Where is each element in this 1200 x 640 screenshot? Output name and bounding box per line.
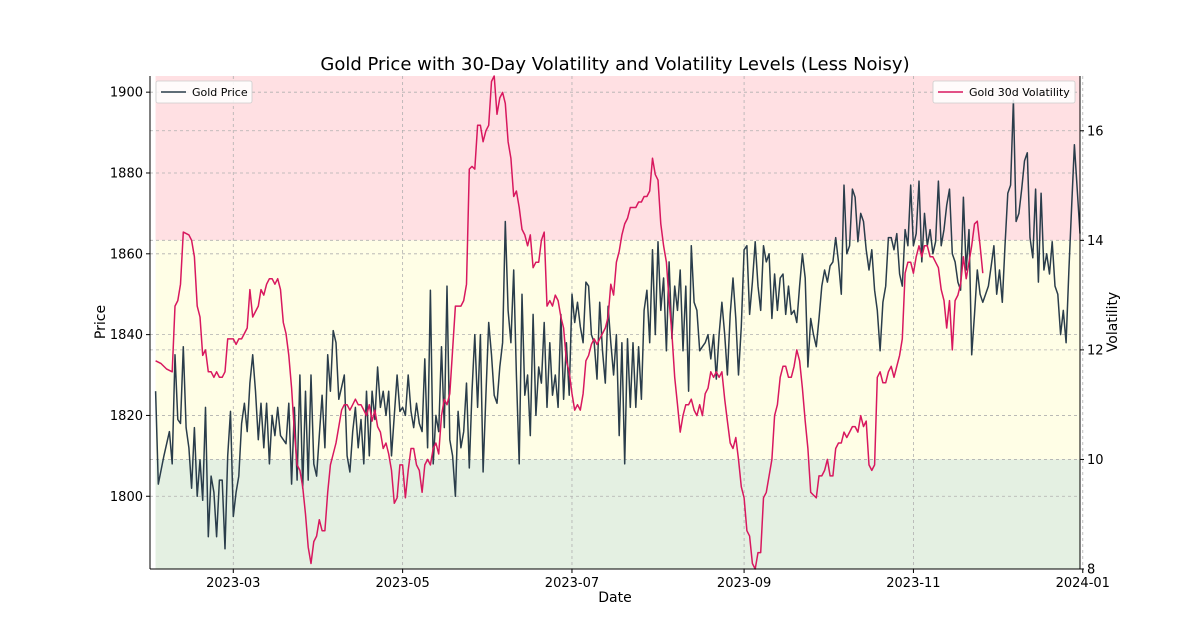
series-line-gold-30d-volatility <box>155 75 984 570</box>
series-line-gold-price <box>154 99 1081 550</box>
y2-tick-label: 10 <box>1087 453 1104 468</box>
x-tick-label: 2024-01 <box>1056 576 1110 591</box>
y2-tick-label: 16 <box>1087 124 1104 139</box>
y2-tick-label: 8 <box>1087 563 1095 578</box>
ticks: 2023-03 2023-05 2023-07 2023-09 2023-11 2024-… <box>110 86 1110 591</box>
legend-label-gold-price: Gold Price <box>192 86 248 99</box>
x-tick-label: 2023-09 <box>717 576 771 591</box>
y-tick-label: 1820 <box>110 409 143 424</box>
y-tick-label: 1880 <box>110 166 143 181</box>
legend-box <box>155 80 253 104</box>
y2-tick-label: 12 <box>1087 343 1104 358</box>
legend-box <box>932 80 1076 104</box>
x-tick-label: 2023-05 <box>375 576 429 591</box>
y2-tick-label: 14 <box>1087 234 1104 249</box>
x-tick-label: 2023-03 <box>206 576 260 591</box>
y-tick-label: 1860 <box>110 247 143 262</box>
series-lines <box>154 75 1081 570</box>
y-axis-title: Price <box>93 305 109 339</box>
band-high <box>155 76 1080 241</box>
legend-gold-price: Gold Price <box>155 80 253 104</box>
y-tick-label: 1840 <box>110 328 143 343</box>
y2-axis-title: Volatility <box>1105 292 1121 352</box>
x-tick-label: 2023-07 <box>545 576 599 591</box>
y-tick-label: 1800 <box>110 490 143 505</box>
volatility-level-bands <box>155 76 1080 569</box>
x-tick-label: 2023-11 <box>886 576 940 591</box>
band-low <box>155 459 1080 569</box>
y-tick-label: 1900 <box>110 86 143 101</box>
x-axis-title: Date <box>598 590 631 606</box>
axes <box>149 76 1081 570</box>
legend-gold-volatility: Gold 30d Volatility <box>932 80 1076 104</box>
chart-title: Gold Price with 30-Day Volatility and Vo… <box>320 54 909 75</box>
legend-label-gold-volatility: Gold 30d Volatility <box>969 86 1070 99</box>
